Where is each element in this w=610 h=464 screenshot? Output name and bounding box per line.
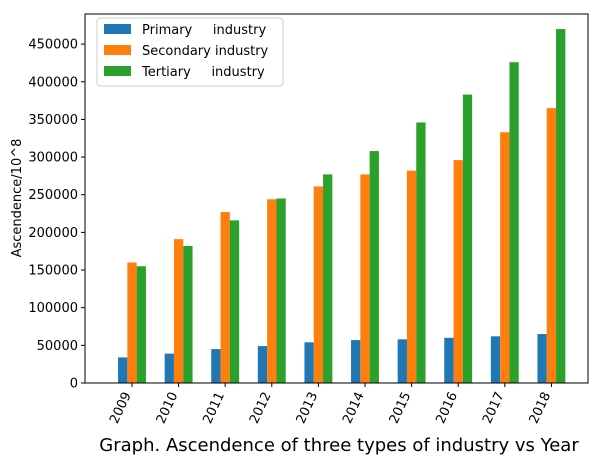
bar-2011-series-0 xyxy=(211,349,221,383)
bar-2013-series-1 xyxy=(313,186,324,383)
bar-2018-series-2 xyxy=(556,29,566,384)
bar-2016-series-2 xyxy=(462,94,473,384)
x-tick-label: 2015 xyxy=(387,390,415,426)
bar-2009-series-1 xyxy=(127,262,137,383)
bars-group xyxy=(118,29,566,384)
y-tick-label: 250000 xyxy=(28,188,78,203)
legend-box xyxy=(96,17,284,87)
y-tick-label: 150000 xyxy=(28,264,78,279)
legend-label: Primary industry xyxy=(142,23,266,38)
x-tick-label: 2014 xyxy=(340,390,368,426)
bar-2015-series-1 xyxy=(406,170,417,383)
x-tick-label: 2013 xyxy=(294,390,322,426)
x-tick-label: 2012 xyxy=(247,390,275,426)
x-axis: 2009 2010 2011 2012 2013 2014 2015 2016 2017 2018 xyxy=(107,383,554,426)
y-tick-label: 50000 xyxy=(37,339,78,354)
y-tick-label: 300000 xyxy=(28,151,78,166)
y-axis: 0 50000 100000 150000 200000 250000 300000 3500… xyxy=(28,38,85,392)
legend-label: Tertiary industry xyxy=(141,65,265,80)
bar-2012-series-0 xyxy=(257,346,268,383)
x-tick-label: 2016 xyxy=(433,390,461,426)
bar-2012-series-1 xyxy=(267,199,277,383)
bar-2015-series-0 xyxy=(397,339,407,383)
bar-2018-series-1 xyxy=(546,108,557,383)
bar-2017-series-1 xyxy=(500,132,510,383)
plot-frame xyxy=(84,13,589,384)
bar-2014-series-1 xyxy=(360,174,370,383)
x-tick-label: 2009 xyxy=(107,390,135,426)
x-axis-label: Graph. Ascendence of three types of indu… xyxy=(99,435,579,456)
bar-2009-series-2 xyxy=(136,266,146,383)
bar-2013-series-0 xyxy=(304,342,314,383)
bar-2014-series-0 xyxy=(351,340,361,383)
bar-2011-series-1 xyxy=(220,212,230,383)
bar-2017-series-2 xyxy=(509,62,519,383)
bar-2014-series-2 xyxy=(369,151,379,383)
legend-swatch xyxy=(104,45,131,55)
y-tick-label: 100000 xyxy=(28,301,78,316)
y-tick-label: 400000 xyxy=(28,75,78,90)
y-tick-label: 0 xyxy=(70,377,78,392)
bar-2012-series-2 xyxy=(276,198,286,383)
bar-2013-series-2 xyxy=(323,174,333,383)
bar-2015-series-2 xyxy=(416,122,426,383)
legend-swatch xyxy=(104,24,131,34)
bar-2018-series-0 xyxy=(537,334,547,383)
legend-swatch xyxy=(104,66,131,76)
bar-2009-series-0 xyxy=(118,357,128,383)
legend-label: Secondary industry xyxy=(142,44,269,59)
legend: Primary industry Secondary industry Tertia… xyxy=(96,17,284,87)
bar-2010-series-1 xyxy=(173,239,184,383)
x-tick-label: 2017 xyxy=(480,390,508,426)
bar-2010-series-0 xyxy=(164,353,174,383)
y-tick-label: 200000 xyxy=(28,226,78,241)
bar-2016-series-0 xyxy=(444,337,454,383)
bar-2017-series-0 xyxy=(490,336,501,383)
x-tick-label: 2018 xyxy=(527,390,555,426)
y-tick-label: 450000 xyxy=(28,38,78,53)
y-tick-label: 350000 xyxy=(28,113,78,128)
bar-2010-series-2 xyxy=(183,245,193,383)
x-tick-label: 2011 xyxy=(200,390,228,426)
bar-2011-series-2 xyxy=(229,220,240,383)
y-axis-label: Ascendence/10^8 xyxy=(10,139,25,258)
bar-2016-series-1 xyxy=(453,160,463,383)
x-tick-label: 2010 xyxy=(154,390,182,426)
